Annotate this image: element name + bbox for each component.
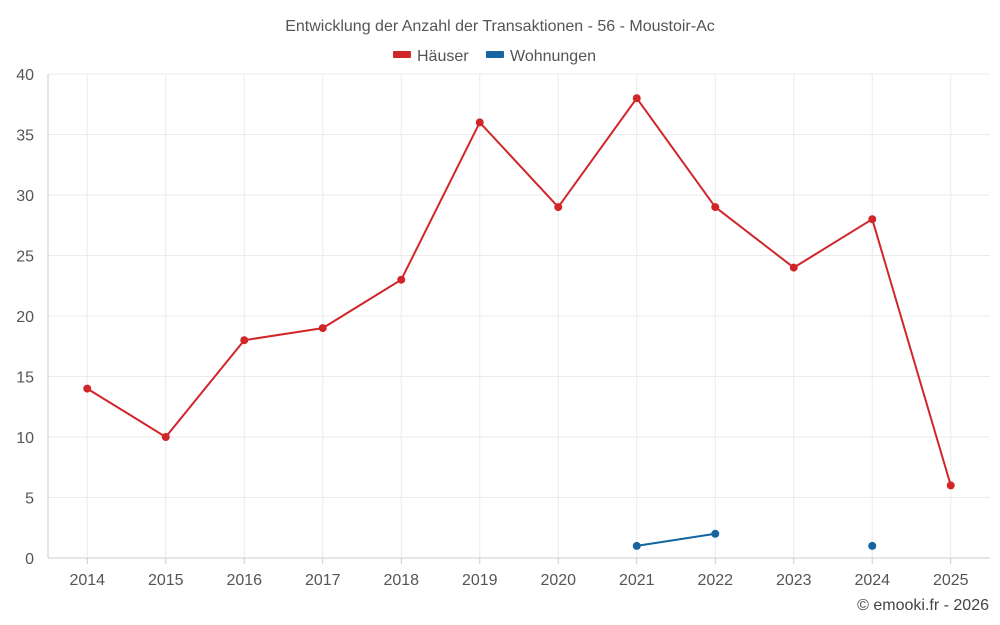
data-point-haeuser-2014[interactable]: [83, 384, 92, 393]
legend-label-haeuser: Häuser: [417, 48, 469, 65]
data-point-haeuser-2018[interactable]: [397, 275, 406, 284]
y-tick-label: 5: [25, 491, 34, 508]
x-tick-label: 2022: [697, 572, 733, 589]
y-tick-label: 30: [16, 188, 34, 205]
data-point-wohnungen-2022[interactable]: [711, 529, 720, 538]
legend-swatch-haeuser: [393, 51, 411, 58]
series-haeuser: [83, 94, 955, 490]
series: [83, 94, 955, 550]
data-point-haeuser-2025[interactable]: [946, 481, 955, 490]
data-point-wohnungen-2024[interactable]: [868, 541, 877, 550]
x-tick-label: 2025: [933, 572, 969, 589]
x-tick-label: 2015: [148, 572, 184, 589]
x-tick-label: 2024: [854, 572, 890, 589]
y-tick-label: 15: [16, 370, 34, 387]
grid: [48, 73, 990, 558]
legend-swatch-wohnungen: [486, 51, 504, 58]
legend-item-wohnungen[interactable]: Wohnungen: [486, 48, 596, 65]
series-line-wohnungen: [637, 534, 873, 546]
x-tick-label: 2020: [540, 572, 576, 589]
legend-item-haeuser[interactable]: Häuser: [393, 48, 469, 65]
chart-credit: © emooki.fr - 2026: [857, 597, 989, 614]
y-tick-label: 40: [16, 67, 34, 84]
data-point-haeuser-2021[interactable]: [632, 94, 641, 103]
y-tick-label: 20: [16, 309, 34, 326]
y-tick-label: 35: [16, 128, 34, 145]
y-tick-label: 10: [16, 430, 34, 447]
data-point-haeuser-2020[interactable]: [554, 203, 563, 212]
x-tick-label: 2023: [776, 572, 812, 589]
data-point-wohnungen-2021[interactable]: [632, 541, 641, 550]
series-line-haeuser: [86, 97, 952, 486]
x-tick-label: 2014: [69, 572, 105, 589]
data-point-haeuser-2022[interactable]: [711, 203, 720, 212]
chart-title: Entwicklung der Anzahl der Transaktionen…: [285, 18, 715, 35]
x-tick-label: 2017: [305, 572, 341, 589]
y-tick-label: 0: [25, 551, 34, 568]
series-wohnungen: [632, 529, 877, 550]
x-tick-label: 2018: [383, 572, 419, 589]
data-point-haeuser-2019[interactable]: [475, 118, 484, 127]
y-tick-label: 25: [16, 249, 34, 266]
x-tick-label: 2021: [619, 572, 655, 589]
data-point-haeuser-2017[interactable]: [318, 324, 327, 333]
legend-label-wohnungen: Wohnungen: [510, 48, 596, 65]
data-point-haeuser-2023[interactable]: [789, 263, 798, 272]
legend: Häuser Wohnungen: [393, 48, 596, 65]
data-point-haeuser-2024[interactable]: [868, 215, 877, 224]
data-point-haeuser-2016[interactable]: [240, 336, 249, 345]
data-point-haeuser-2015[interactable]: [161, 433, 170, 441]
x-tick-label: 2016: [226, 572, 262, 589]
x-tick-label: 2019: [462, 572, 498, 589]
